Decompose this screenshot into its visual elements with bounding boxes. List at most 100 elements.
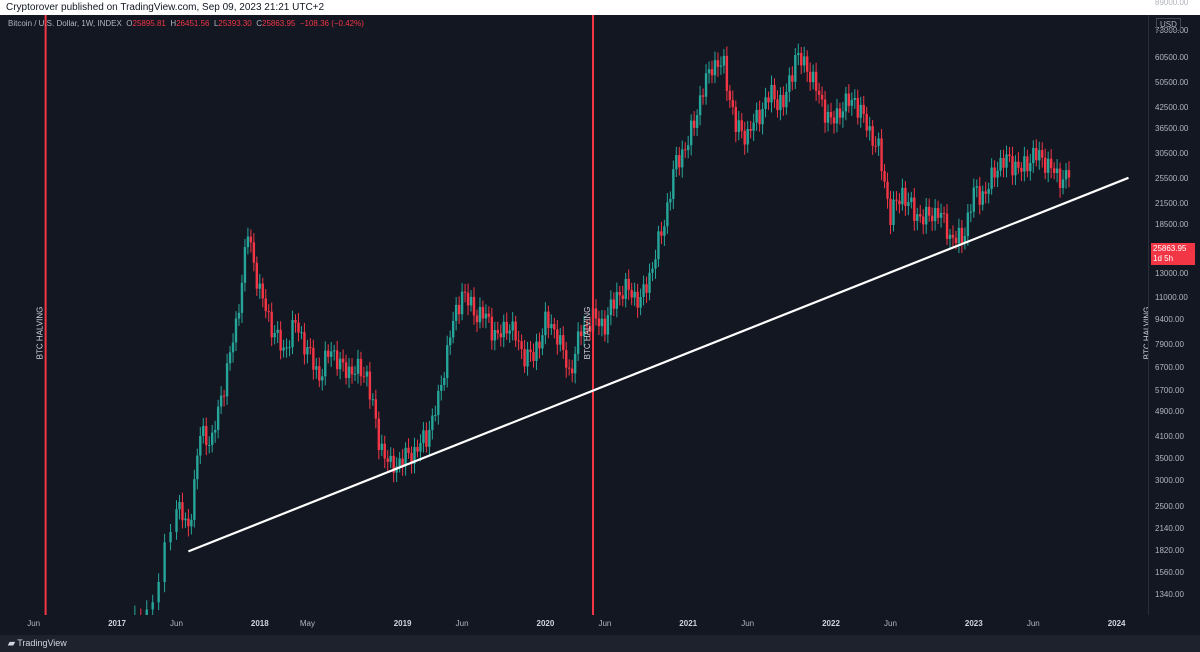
footer-bar <box>0 635 1200 652</box>
candle-body <box>847 93 851 106</box>
price-axis-label: 13000.00 <box>1155 269 1189 279</box>
candle-body <box>475 315 479 323</box>
candle-body <box>844 93 848 112</box>
candle-body <box>196 455 199 480</box>
candle-body <box>615 291 618 309</box>
candle-body <box>306 347 309 355</box>
tradingview-logo[interactable]: ▰ TradingView <box>8 638 67 649</box>
candle-body <box>954 237 958 244</box>
candle-body <box>276 329 279 333</box>
candle-body <box>335 350 339 370</box>
candle-body <box>579 331 583 337</box>
candle-body <box>457 304 461 315</box>
candle-body <box>1055 168 1059 173</box>
candle-body <box>208 444 211 446</box>
candle-body <box>285 347 288 349</box>
halving-label: BTC HALVING <box>583 307 592 360</box>
candle-body <box>755 109 758 123</box>
candle-body <box>282 347 285 351</box>
candle-body <box>502 321 505 338</box>
candle-body <box>704 73 708 97</box>
candle-body <box>273 332 276 338</box>
candle-body <box>169 531 172 543</box>
candle-body <box>707 69 711 74</box>
candle-body <box>806 56 809 72</box>
candle-body <box>1005 154 1008 168</box>
candle-body <box>520 341 523 350</box>
candle-body <box>547 311 550 329</box>
candle-body <box>496 330 499 334</box>
candle-body <box>969 211 973 213</box>
open-value: 25895.81 <box>132 19 166 28</box>
candle-body <box>639 297 642 308</box>
candle-body <box>871 126 874 146</box>
symbol-legend: Bitcoin / U.S. Dollar, 1W, INDEX O25895.… <box>8 19 364 28</box>
candle-body <box>749 128 752 131</box>
candle-body <box>966 212 970 237</box>
candle-body <box>211 432 214 445</box>
price-axis-label: 36500.00 <box>1155 123 1189 133</box>
candle-body <box>990 167 993 189</box>
candle-body <box>267 311 270 313</box>
candle-body <box>264 298 267 312</box>
time-axis-label: 2020 <box>536 619 555 628</box>
candle-body <box>279 329 282 351</box>
candle-body <box>1041 150 1044 158</box>
candle-body <box>600 318 604 327</box>
candle-body <box>499 333 502 338</box>
time-axis-label: 2017 <box>108 619 126 628</box>
candle-body <box>853 97 856 100</box>
candle-body <box>145 609 148 615</box>
candle-body <box>1046 158 1050 173</box>
candle-body <box>324 350 327 377</box>
candle-body <box>526 349 529 367</box>
candle-body <box>713 60 717 76</box>
time-axis-label: 2024 <box>1107 619 1126 628</box>
candle-body <box>904 187 907 206</box>
candle-body <box>556 329 559 345</box>
candle-body <box>300 332 303 334</box>
candle-body <box>657 231 660 260</box>
candle-body <box>734 106 737 133</box>
candle-body <box>746 128 749 145</box>
time-axis-label: 2022 <box>822 619 840 628</box>
price-axis-label: 3000.00 <box>1155 475 1184 485</box>
candle-body <box>321 376 324 381</box>
candle-body <box>332 350 336 352</box>
candle-body <box>327 350 330 357</box>
price-axis-label: 9400.00 <box>1155 315 1184 325</box>
price-chart[interactable]: BTC HALVING BTC HALVING BTC HALVING <box>0 15 1148 615</box>
currency-label[interactable]: USD <box>1156 18 1181 31</box>
candle-body <box>606 315 610 335</box>
candle-body <box>856 97 859 118</box>
candle-body <box>767 97 770 103</box>
time-axis[interactable] <box>0 615 1148 635</box>
candle-body <box>312 347 315 370</box>
candle-body <box>240 282 244 313</box>
candle-body <box>535 341 538 361</box>
candle-body <box>636 291 639 308</box>
price-axis-label: 4900.00 <box>1155 406 1184 416</box>
candle-body <box>764 97 767 109</box>
candle-body <box>886 181 889 199</box>
candle-body <box>454 304 458 321</box>
candle-body <box>576 331 580 354</box>
candle-body <box>672 169 675 199</box>
candle-body <box>785 91 788 108</box>
candle-body <box>431 415 434 430</box>
candle-body <box>202 425 205 436</box>
candle-body <box>559 335 562 345</box>
candle-body <box>663 226 666 236</box>
candle-body <box>434 415 437 417</box>
price-axis[interactable]: 150000.00125000.00105000.0089000.0073000… <box>1148 0 1200 615</box>
candle-body <box>517 340 520 342</box>
price-axis-label: 7900.00 <box>1155 339 1184 349</box>
time-axis-label: Jun <box>170 619 183 628</box>
candle-body <box>487 313 491 317</box>
candle-body <box>466 292 470 306</box>
candle-body <box>624 278 627 300</box>
candle-body <box>993 167 996 178</box>
candle-body <box>761 108 764 125</box>
candle-body <box>225 363 229 397</box>
candle-body <box>318 366 321 381</box>
